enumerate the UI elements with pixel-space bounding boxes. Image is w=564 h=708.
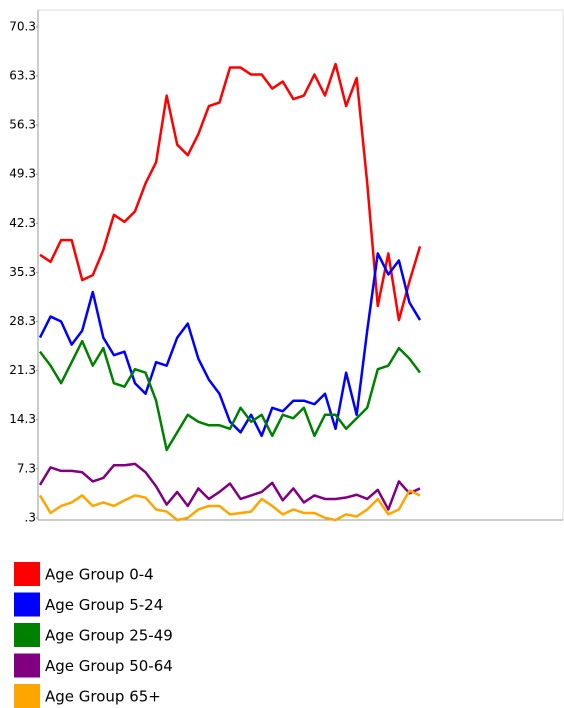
legend-label: Age Group 0-4 bbox=[45, 566, 154, 584]
legend-label: Age Group 65+ bbox=[45, 688, 161, 706]
y-tick-label: 21.3 bbox=[9, 363, 36, 377]
y-tick-label: 28.3 bbox=[9, 314, 36, 328]
legend-swatch bbox=[14, 684, 40, 708]
y-tick-label: 42.3 bbox=[9, 216, 36, 230]
y-tick-label: 70.3 bbox=[9, 19, 36, 33]
y-tick-label: 49.3 bbox=[9, 167, 36, 181]
legend-swatch bbox=[14, 562, 40, 586]
y-tick-label: 35.3 bbox=[9, 265, 36, 279]
y-tick-label: .3 bbox=[25, 510, 36, 524]
series-line bbox=[38, 252, 422, 438]
y-tick-label: 63.3 bbox=[9, 68, 36, 82]
y-tick-label: 7.3 bbox=[17, 461, 36, 475]
y-tick-label: 14.3 bbox=[9, 412, 36, 426]
legend-label: Age Group 50-64 bbox=[45, 657, 173, 675]
series-line bbox=[38, 489, 421, 522]
legend-swatch bbox=[14, 623, 40, 647]
legend-swatch bbox=[14, 592, 40, 617]
legend-label: Age Group 25-49 bbox=[45, 627, 173, 645]
legend-swatch bbox=[14, 653, 40, 678]
series-line bbox=[39, 62, 422, 322]
y-tick-label: 56.3 bbox=[9, 118, 36, 132]
series-line bbox=[38, 462, 421, 511]
legend-label: Age Group 5-24 bbox=[45, 596, 163, 614]
series-line bbox=[39, 339, 421, 452]
